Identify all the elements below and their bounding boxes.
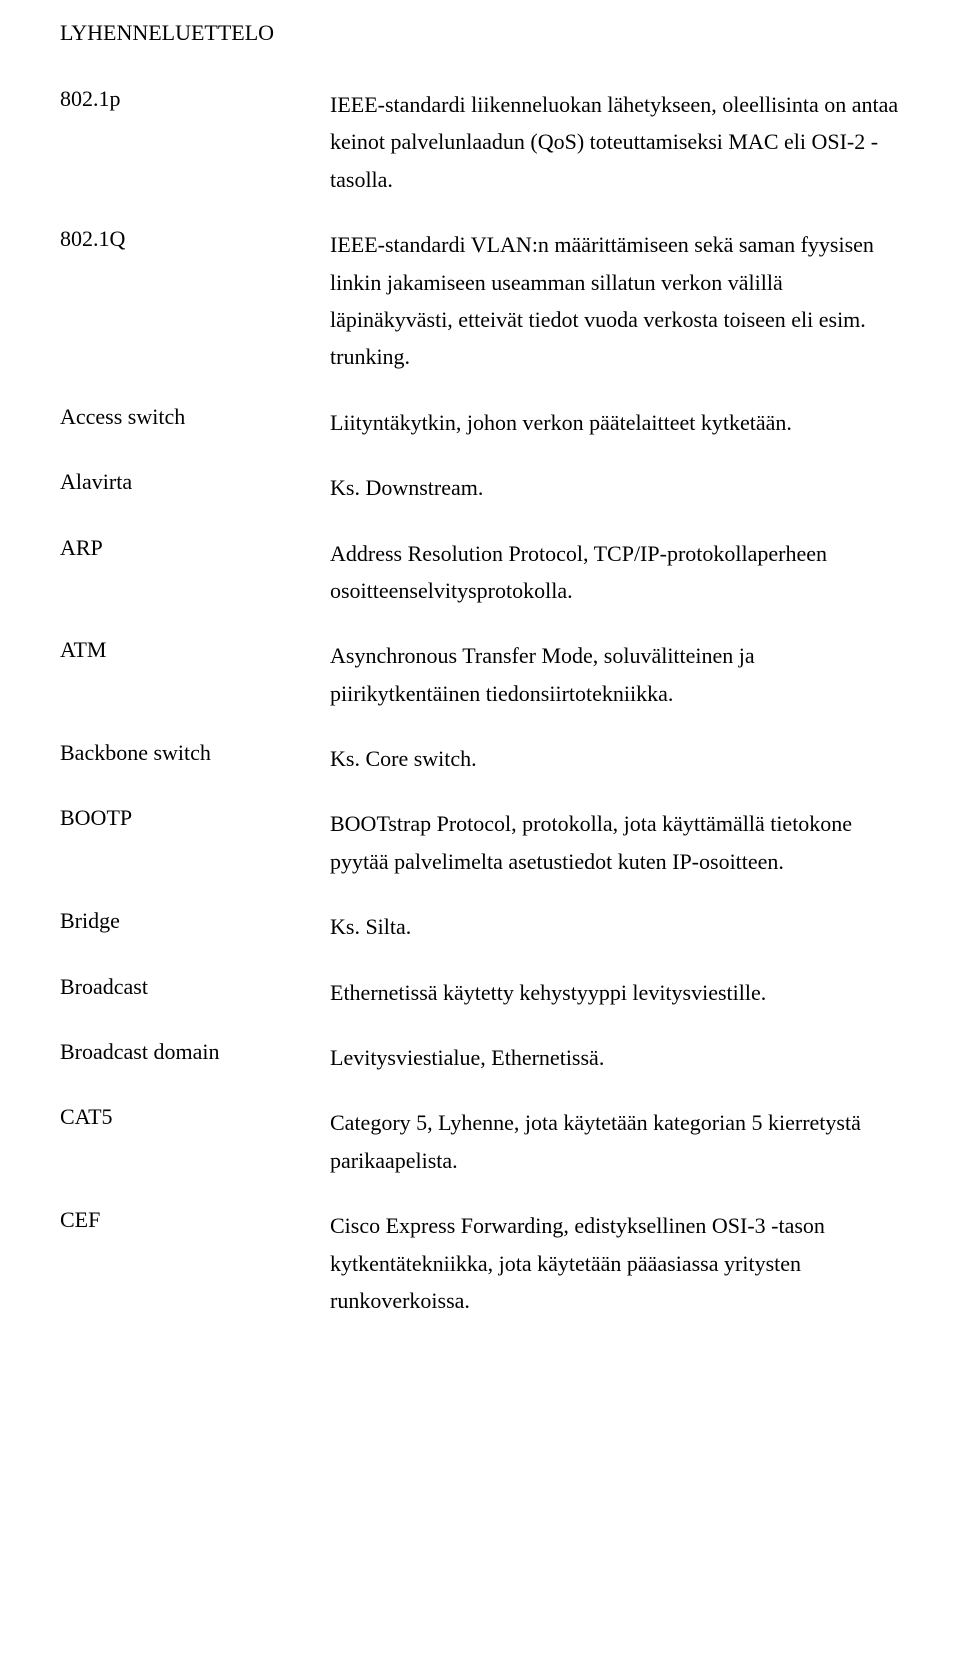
glossary-row: 802.1Q IEEE-standardi VLAN:n määrittämis…: [60, 226, 900, 376]
term-label: CEF: [60, 1207, 330, 1233]
term-label: Broadcast: [60, 974, 330, 1000]
term-label: 802.1p: [60, 86, 330, 112]
term-definition: Ks. Silta.: [330, 908, 900, 945]
term-label: 802.1Q: [60, 226, 330, 252]
term-definition: Ks. Core switch.: [330, 740, 900, 777]
term-label: ARP: [60, 535, 330, 561]
glossary-row: Access switch Liityntäkytkin, johon verk…: [60, 404, 900, 441]
term-label: Bridge: [60, 908, 330, 934]
term-label: Broadcast domain: [60, 1039, 330, 1065]
term-label: CAT5: [60, 1104, 330, 1130]
term-definition: Liityntäkytkin, johon verkon päätelaitte…: [330, 404, 900, 441]
term-definition: IEEE-standardi liikenneluokan lähetyksee…: [330, 86, 900, 198]
term-definition: Address Resolution Protocol, TCP/IP-prot…: [330, 535, 900, 610]
page-title: LYHENNELUETTELO: [60, 20, 900, 46]
term-label: Alavirta: [60, 469, 330, 495]
term-definition: Levitysviestialue, Ethernetissä.: [330, 1039, 900, 1076]
term-definition: Asynchronous Transfer Mode, soluvälittei…: [330, 637, 900, 712]
term-definition: Ethernetissä käytetty kehystyyppi levity…: [330, 974, 900, 1011]
term-definition: Ks. Downstream.: [330, 469, 900, 506]
term-label: BOOTP: [60, 805, 330, 831]
glossary-row: BOOTP BOOTstrap Protocol, protokolla, jo…: [60, 805, 900, 880]
glossary-row: Alavirta Ks. Downstream.: [60, 469, 900, 506]
term-definition: Category 5, Lyhenne, jota käytetään kate…: [330, 1104, 900, 1179]
glossary-row: Bridge Ks. Silta.: [60, 908, 900, 945]
glossary-row: ATM Asynchronous Transfer Mode, soluväli…: [60, 637, 900, 712]
term-label: Backbone switch: [60, 740, 330, 766]
term-label: Access switch: [60, 404, 330, 430]
glossary-row: Broadcast domain Levitysviestialue, Ethe…: [60, 1039, 900, 1076]
term-definition: BOOTstrap Protocol, protokolla, jota käy…: [330, 805, 900, 880]
glossary-row: 802.1p IEEE-standardi liikenneluokan läh…: [60, 86, 900, 198]
glossary-row: CEF Cisco Express Forwarding, edistyksel…: [60, 1207, 900, 1319]
term-label: ATM: [60, 637, 330, 663]
glossary-row: Backbone switch Ks. Core switch.: [60, 740, 900, 777]
document-page: LYHENNELUETTELO 802.1p IEEE-standardi li…: [0, 0, 960, 1387]
glossary-row: CAT5 Category 5, Lyhenne, jota käytetään…: [60, 1104, 900, 1179]
glossary-row: ARP Address Resolution Protocol, TCP/IP-…: [60, 535, 900, 610]
term-definition: IEEE-standardi VLAN:n määrittämiseen sek…: [330, 226, 900, 376]
term-definition: Cisco Express Forwarding, edistykselline…: [330, 1207, 900, 1319]
glossary-row: Broadcast Ethernetissä käytetty kehystyy…: [60, 974, 900, 1011]
